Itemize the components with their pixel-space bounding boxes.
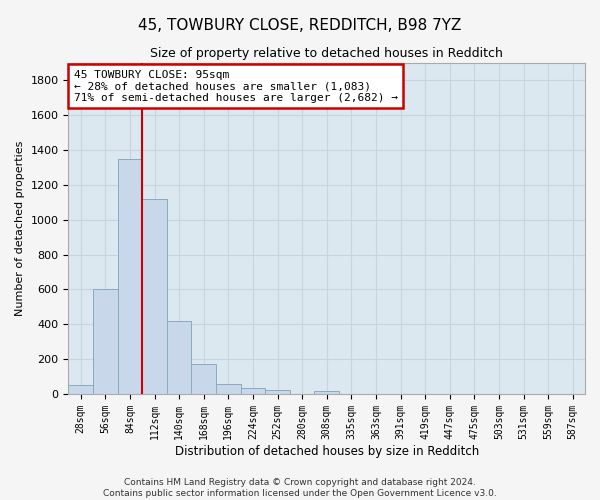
Y-axis label: Number of detached properties: Number of detached properties [15, 141, 25, 316]
Bar [142, 199, 167, 394]
Bar [167, 321, 191, 394]
Bar [93, 290, 118, 394]
Bar [265, 390, 290, 394]
Bar [68, 386, 93, 394]
Text: 45 TOWBURY CLOSE: 95sqm
← 28% of detached houses are smaller (1,083)
71% of semi: 45 TOWBURY CLOSE: 95sqm ← 28% of detache… [74, 70, 398, 103]
Title: Size of property relative to detached houses in Redditch: Size of property relative to detached ho… [150, 48, 503, 60]
Bar [241, 388, 265, 394]
Bar [314, 392, 339, 394]
Bar [216, 384, 241, 394]
Bar [191, 364, 216, 394]
X-axis label: Distribution of detached houses by size in Redditch: Distribution of detached houses by size … [175, 444, 479, 458]
Text: Contains HM Land Registry data © Crown copyright and database right 2024.
Contai: Contains HM Land Registry data © Crown c… [103, 478, 497, 498]
Bar [118, 159, 142, 394]
Text: 45, TOWBURY CLOSE, REDDITCH, B98 7YZ: 45, TOWBURY CLOSE, REDDITCH, B98 7YZ [139, 18, 461, 32]
